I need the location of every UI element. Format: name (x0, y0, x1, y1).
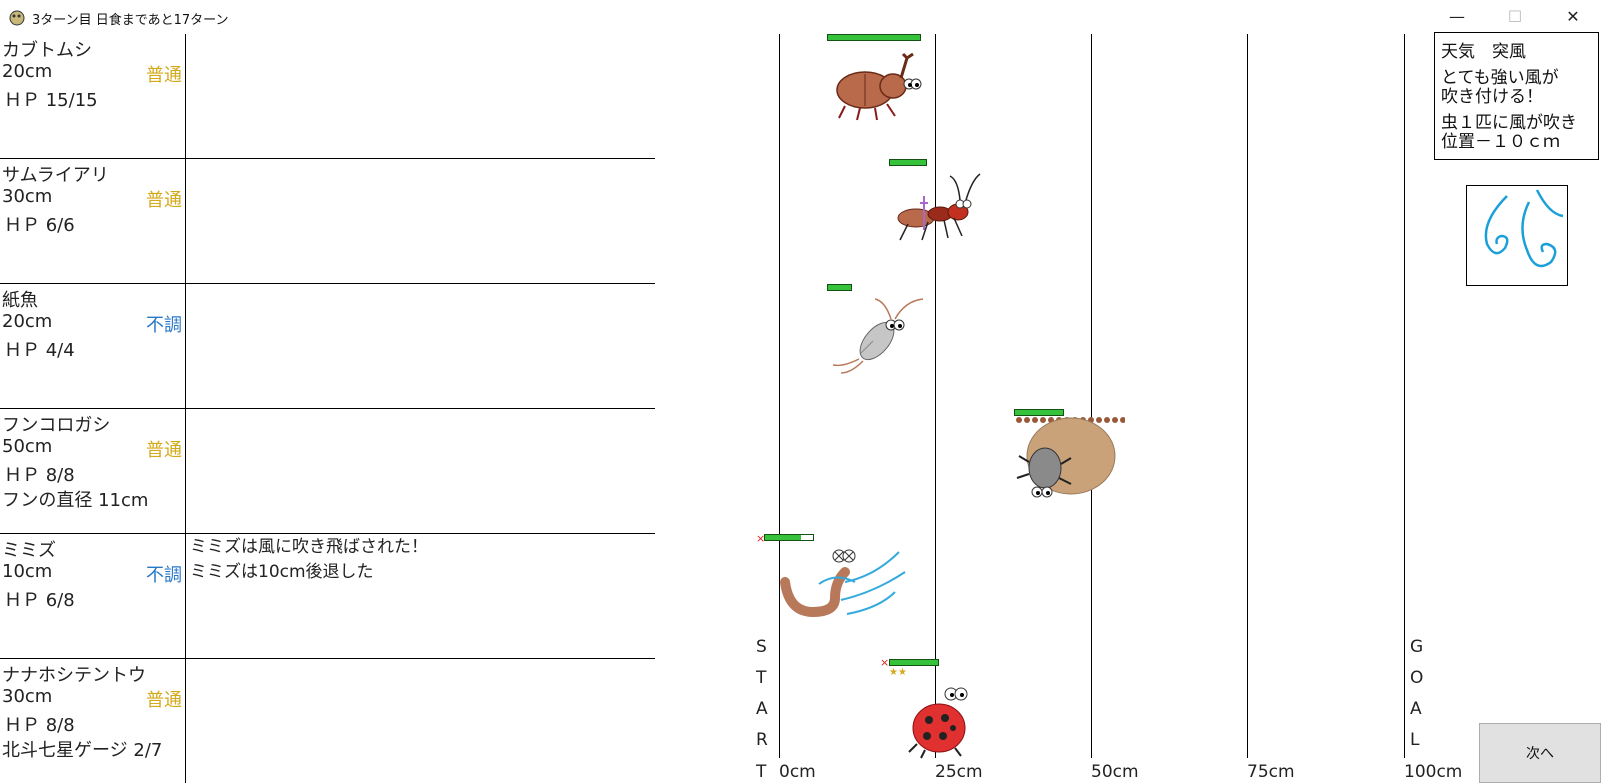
bug-distance: 10cm (2, 561, 53, 582)
tick-label: 75cm (1247, 762, 1295, 782)
weather-effect: 位置－１０ｃｍ (1441, 132, 1560, 152)
hp-bar-earthworm (764, 534, 814, 541)
bug-name: カブトムシ (2, 40, 92, 61)
bug-distance: 30cm (2, 686, 53, 707)
bug-condition: 不調 (146, 565, 182, 586)
bug-name: ミミズ (2, 540, 56, 561)
weather-icon-frame (1466, 185, 1568, 286)
bug-name: フンコロガシ (2, 415, 111, 436)
goal-letter: L (1410, 730, 1420, 750)
bug-condition: 普通 (146, 190, 182, 211)
weather-effect: 虫１匹に風が吹き (1441, 113, 1577, 133)
tick-label: 25cm (935, 762, 983, 782)
hp-fill (828, 285, 851, 290)
start-letter: A (756, 699, 768, 719)
dung-beetle-sprite (1016, 417, 1125, 498)
ladybug-sprite (908, 687, 968, 759)
row-divider (0, 658, 655, 659)
hp-bar-samurai-ant (889, 159, 927, 166)
lane-line-25cm (935, 34, 936, 758)
bug-condition: 普通 (146, 690, 182, 711)
weather-description: とても強い風が (1441, 68, 1559, 88)
start-letter: T (756, 762, 767, 782)
weather-description: 吹き付ける！ (1441, 87, 1543, 107)
close-button[interactable]: ✕ (1566, 7, 1580, 26)
hp-bar-kabutomushi (827, 34, 921, 41)
bug-condition: 普通 (146, 440, 182, 461)
ant-sprite (897, 173, 981, 241)
lane-line-75cm (1247, 34, 1248, 758)
bug-hp: ＨＰ 8/8 (4, 715, 75, 736)
beetle-sprite (836, 52, 922, 121)
hp-bar-silverfish (827, 284, 852, 291)
hp-fill (890, 660, 938, 665)
bug-hp: ＨＰ 4/4 (4, 340, 75, 361)
bug-distance: 20cm (2, 61, 53, 82)
hp-fill (1015, 410, 1063, 415)
maximize-button[interactable]: ☐ (1507, 7, 1523, 26)
minimize-button[interactable]: — (1449, 7, 1465, 26)
bug-hp: ＨＰ 8/8 (4, 465, 75, 486)
wind-icon (1484, 189, 1564, 268)
bug-condition: 普通 (146, 65, 182, 86)
start-letter: S (756, 637, 767, 657)
row-divider (0, 158, 655, 159)
battle-log: ミミズは風に吹き飛ばされた！ ミミズは10cm後退した (190, 535, 428, 585)
bug-distance: 30cm (2, 186, 53, 207)
silverfish-sprite (832, 298, 924, 374)
bug-name: ナナホシテントウ (2, 665, 146, 686)
hp-fill (890, 160, 926, 165)
lane-line-0cm (779, 34, 780, 758)
tick-label: 50cm (1091, 762, 1139, 782)
bug-hp: ＨＰ 6/6 (4, 215, 75, 236)
window-title: 3ターン目 日食まであと17ターン (32, 13, 229, 28)
app-icon (9, 10, 25, 26)
goal-letter: O (1410, 668, 1424, 688)
status-mark: × (880, 656, 890, 669)
bug-hp: ＨＰ 15/15 (4, 90, 98, 111)
bug-extra: フンの直径 11cm (2, 490, 149, 511)
start-letter: T (756, 668, 767, 688)
bug-name: サムライアリ (2, 165, 109, 186)
row-divider (0, 283, 655, 284)
start-letter: R (756, 730, 768, 750)
bug-hp: ＨＰ 6/8 (4, 590, 75, 611)
hp-fill (828, 35, 920, 40)
log-line: ミミズは10cm後退した (190, 562, 374, 582)
goal-letter: G (1410, 637, 1424, 657)
row-divider (0, 533, 655, 534)
hp-bar-dung-beetle (1014, 409, 1064, 416)
next-button[interactable]: 次へ (1479, 723, 1601, 783)
tick-label: 0cm (779, 762, 816, 782)
tick-label: 100cm (1404, 762, 1463, 782)
weather-panel: 天気 突風 とても強い風が 吹き付ける！ 虫１匹に風が吹き 位置－１０ｃｍ (1434, 32, 1599, 160)
log-line: ミミズは風に吹き飛ばされた！ (190, 537, 428, 557)
lane-line-50cm (1091, 34, 1092, 758)
bug-extra: 北斗七星ゲージ 2/7 (2, 740, 163, 761)
weather-title: 天気 突風 (1441, 42, 1526, 62)
row-divider (0, 408, 655, 409)
earthworm-sprite (780, 549, 906, 618)
status-mark: × (756, 532, 766, 545)
hp-bar-ladybug (889, 659, 939, 666)
bug-distance: 50cm (2, 436, 53, 457)
hp-fill (765, 535, 801, 540)
bug-condition: 不調 (146, 315, 182, 336)
star-icon: ★★ (889, 667, 907, 678)
title-bar: 3ターン目 日食まであと17ターン — ☐ ✕ (0, 0, 1602, 34)
goal-letter: A (1410, 699, 1422, 719)
bug-name: 紙魚 (2, 290, 38, 311)
lane-line-100cm (1404, 34, 1405, 758)
bug-distance: 20cm (2, 311, 53, 332)
